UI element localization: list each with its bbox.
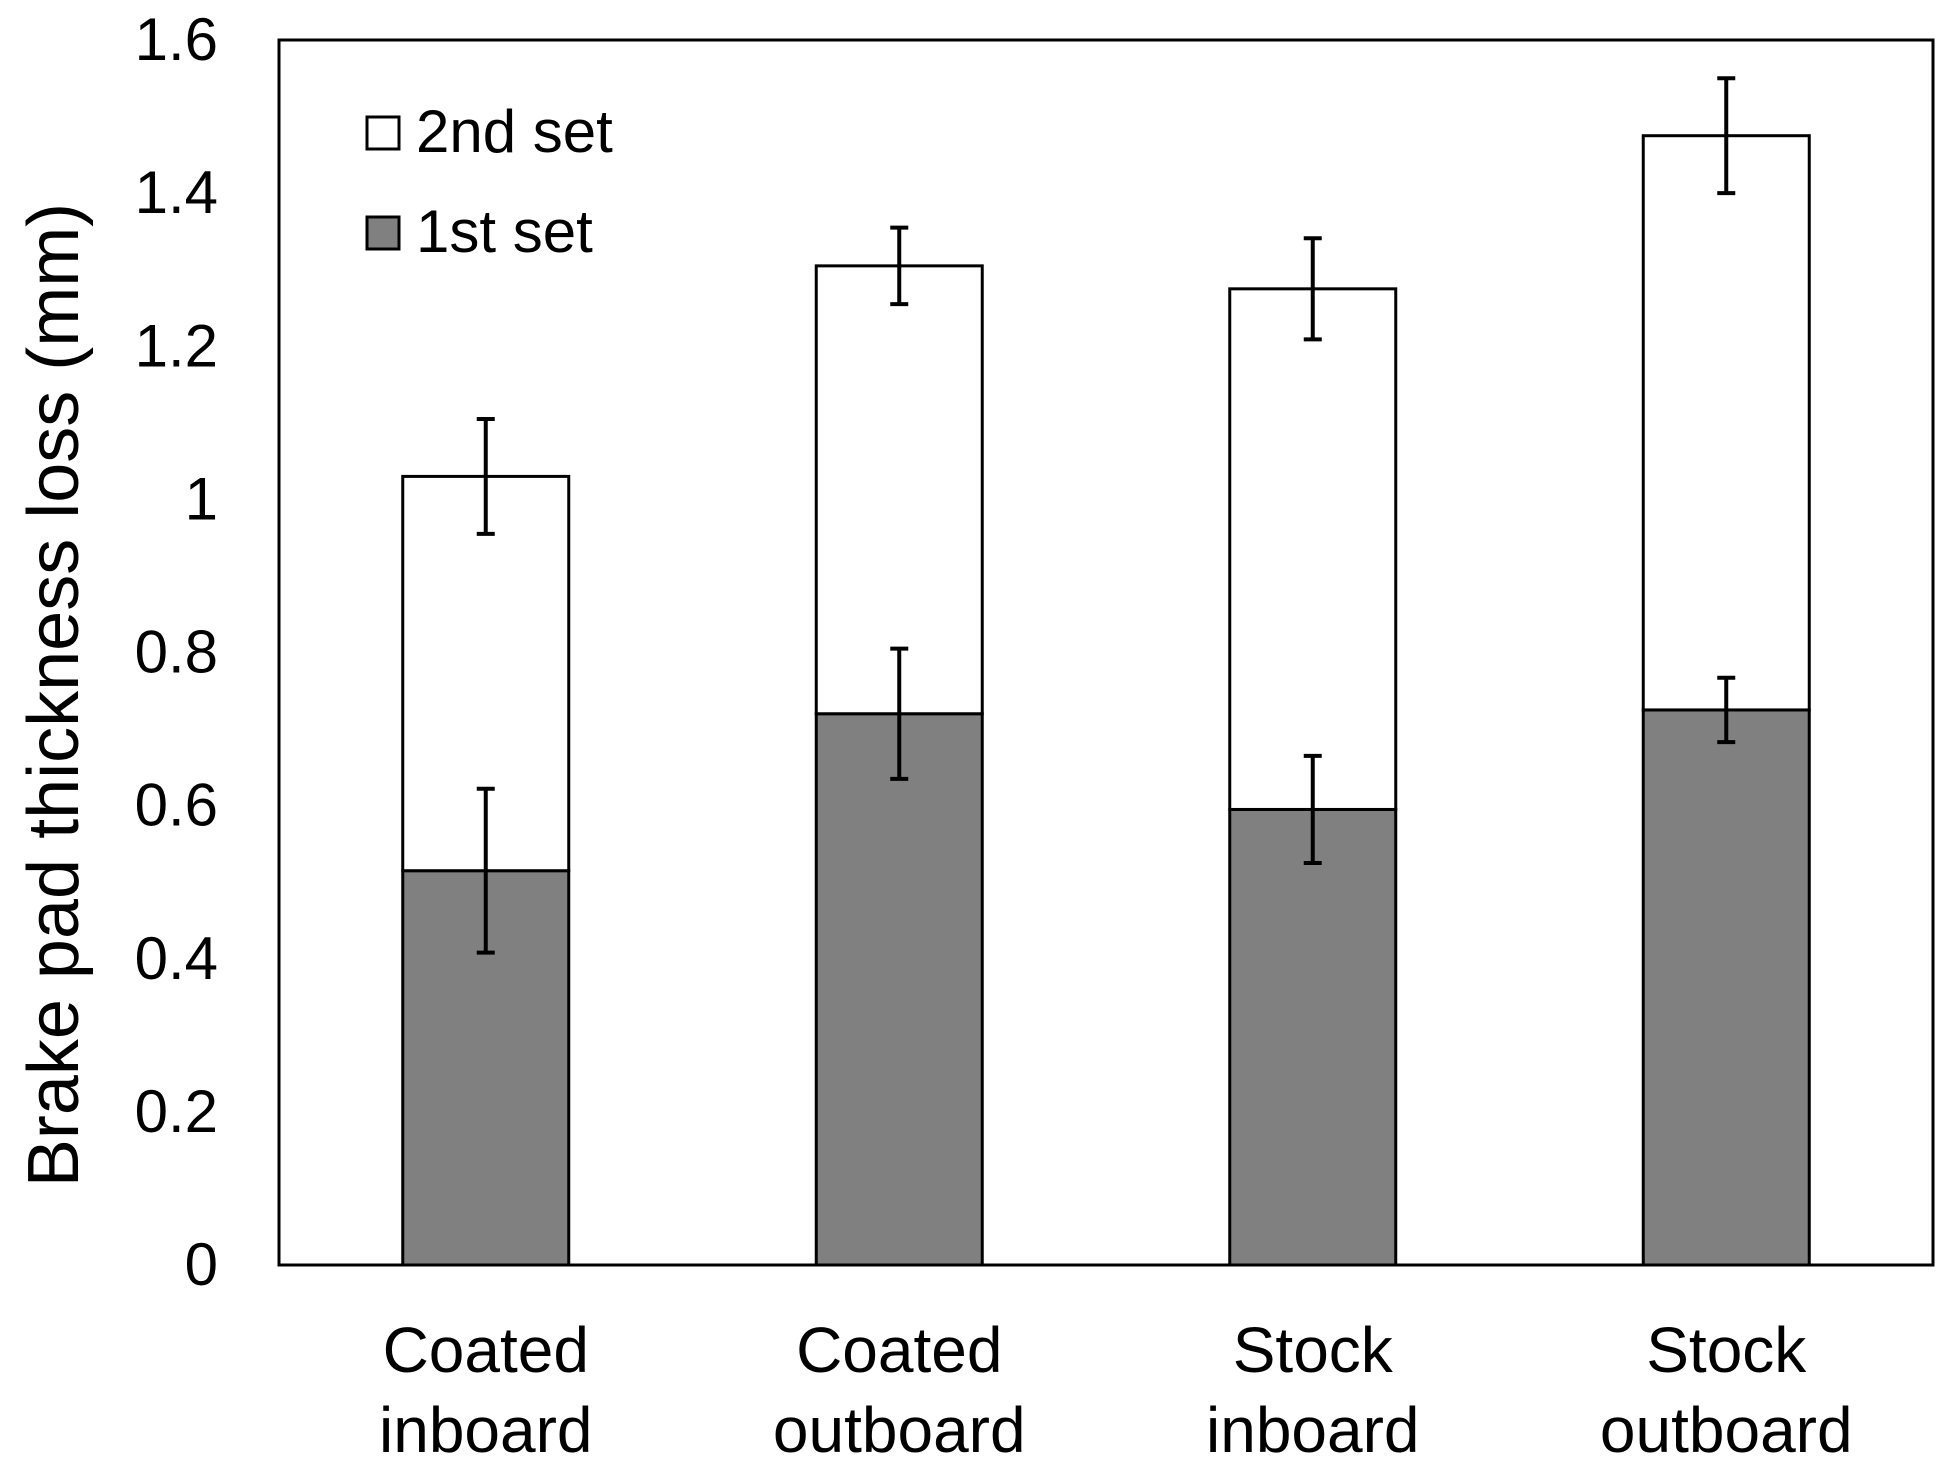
legend-swatch-2nd-set <box>365 115 401 151</box>
y-tick-label: 0.6 <box>135 772 218 839</box>
bar-segment-first-set <box>1641 708 1811 1267</box>
y-tick-label: 1.6 <box>135 6 218 73</box>
legend: 2nd set 1st set <box>365 98 613 265</box>
legend-label-2nd-set: 2nd set <box>416 98 613 165</box>
y-tick-label: 1.2 <box>135 312 218 379</box>
y-tick-label: 0.8 <box>135 619 218 686</box>
y-tick-label: 1.4 <box>135 159 218 226</box>
bar-segment-second-set <box>1228 287 1398 811</box>
y-tick-label: 1 <box>185 465 218 532</box>
legend-label-1st-set: 1st set <box>416 198 593 265</box>
x-tick-label: Stock outboard <box>1600 1314 1853 1466</box>
bar-segment-first-set <box>1228 807 1398 1267</box>
bars <box>401 134 1811 1267</box>
x-tick-label: Coated inboard <box>379 1314 593 1466</box>
y-axis-tick-labels: 0 0.2 0.4 0.6 0.8 1 1.2 1.4 1.6 <box>135 6 218 1298</box>
bar-segment-first-set <box>814 712 984 1267</box>
legend-swatch-1st-set <box>365 215 401 251</box>
error-bars <box>476 76 1736 955</box>
x-tick-label: Coated outboard <box>773 1314 1026 1466</box>
y-tick-label: 0.4 <box>135 925 218 992</box>
y-tick-label: 0 <box>185 1231 218 1298</box>
bar-segment-second-set <box>1641 134 1811 712</box>
x-tick-label: Stock inboard <box>1206 1314 1420 1466</box>
bar-segment-second-set <box>814 264 984 716</box>
y-tick-label: 0.2 <box>135 1078 218 1145</box>
y-axis-label: Brake pad thickness loss (mm) <box>14 203 94 1187</box>
x-axis-tick-labels: Coated inboard Coated outboard Stock inboard S… <box>379 1314 1853 1466</box>
